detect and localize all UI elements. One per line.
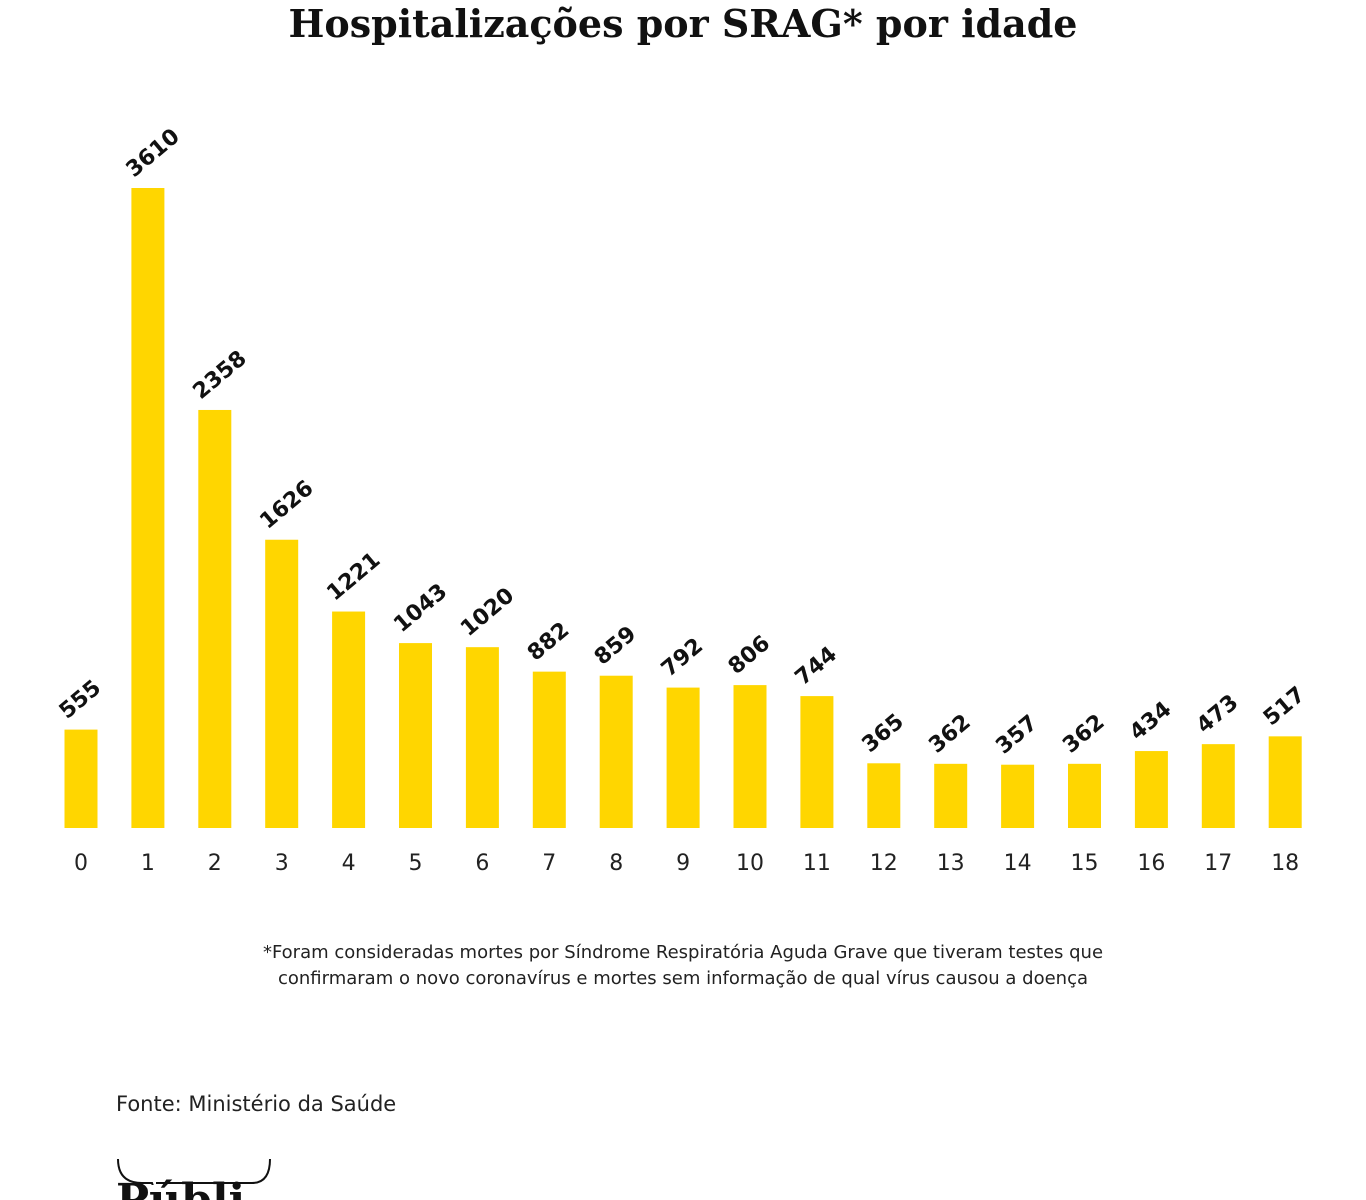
data-label: 357 bbox=[991, 711, 1042, 760]
bar-age-18 bbox=[1268, 736, 1302, 828]
footnote-line-1: *Foram consideradas mortes por Síndrome … bbox=[262, 942, 1104, 963]
x-tick-label: 5 bbox=[409, 851, 423, 876]
bar-age-1 bbox=[131, 188, 165, 828]
data-label: 792 bbox=[657, 634, 708, 683]
x-tick-label: 18 bbox=[1271, 851, 1299, 876]
bar-age-9 bbox=[666, 687, 700, 828]
data-label: 517 bbox=[1259, 682, 1310, 731]
x-tick-label: 7 bbox=[542, 851, 556, 876]
x-tick-label: 4 bbox=[342, 851, 356, 876]
bar-age-6 bbox=[465, 647, 499, 828]
bar-age-14 bbox=[1001, 764, 1035, 828]
bar-chart: 5550361012358216263122141043510206882785… bbox=[55, 124, 1310, 876]
x-tick-label: 8 bbox=[609, 851, 623, 876]
x-tick-label: 16 bbox=[1137, 851, 1165, 876]
bar-age-15 bbox=[1068, 763, 1101, 828]
data-label: 473 bbox=[1192, 690, 1243, 739]
x-tick-label: 0 bbox=[74, 851, 88, 876]
data-label: 1043 bbox=[389, 579, 452, 638]
data-label: 744 bbox=[791, 642, 842, 691]
data-label: 1020 bbox=[456, 583, 519, 642]
bar-age-11 bbox=[800, 696, 834, 828]
bar-age-5 bbox=[399, 643, 432, 828]
data-label: 362 bbox=[924, 710, 975, 759]
logo-text: Públi bbox=[116, 1177, 245, 1200]
source-text: Fonte: Ministério da Saúde bbox=[116, 1092, 397, 1116]
x-tick-label: 11 bbox=[803, 851, 831, 876]
bar-age-3 bbox=[265, 539, 299, 828]
bar-age-4 bbox=[332, 611, 366, 828]
bar-age-12 bbox=[867, 763, 901, 828]
data-label: 882 bbox=[523, 618, 574, 667]
bar-age-0 bbox=[64, 729, 98, 828]
data-label: 806 bbox=[724, 631, 775, 680]
x-tick-label: 12 bbox=[870, 851, 898, 876]
data-label: 1221 bbox=[322, 548, 385, 607]
x-tick-label: 10 bbox=[736, 851, 764, 876]
logo-brace-icon bbox=[117, 1158, 271, 1185]
x-tick-label: 13 bbox=[937, 851, 965, 876]
chart-title: Hospitalizações por SRAG* por idade bbox=[288, 1, 1078, 46]
bar-age-16 bbox=[1134, 751, 1168, 828]
data-label: 555 bbox=[55, 676, 106, 725]
x-tick-label: 2 bbox=[208, 851, 222, 876]
bar-age-2 bbox=[198, 409, 232, 828]
footnote-line-2: confirmaram o novo coronavírus e mortes … bbox=[277, 968, 1089, 989]
data-label: 362 bbox=[1058, 710, 1109, 759]
data-label: 1626 bbox=[255, 476, 318, 535]
x-tick-label: 3 bbox=[275, 851, 289, 876]
bar-age-8 bbox=[599, 675, 633, 828]
publica-logo: Públi bbox=[112, 1155, 282, 1200]
x-tick-label: 17 bbox=[1204, 851, 1232, 876]
x-tick-label: 1 bbox=[141, 851, 155, 876]
x-tick-label: 15 bbox=[1071, 851, 1099, 876]
data-label: 2358 bbox=[189, 346, 252, 405]
bar-age-10 bbox=[733, 685, 767, 828]
bar-age-13 bbox=[934, 763, 968, 828]
bar-age-7 bbox=[532, 671, 566, 828]
data-label: 3610 bbox=[122, 124, 185, 183]
x-tick-label: 6 bbox=[475, 851, 489, 876]
data-label: 859 bbox=[590, 622, 641, 671]
data-label: 365 bbox=[858, 709, 909, 758]
bar-age-17 bbox=[1201, 744, 1235, 828]
x-tick-label: 9 bbox=[676, 851, 690, 876]
data-label: 434 bbox=[1125, 697, 1176, 746]
footnote: *Foram consideradas mortes por Síndrome … bbox=[0, 940, 1366, 992]
x-tick-label: 14 bbox=[1004, 851, 1032, 876]
